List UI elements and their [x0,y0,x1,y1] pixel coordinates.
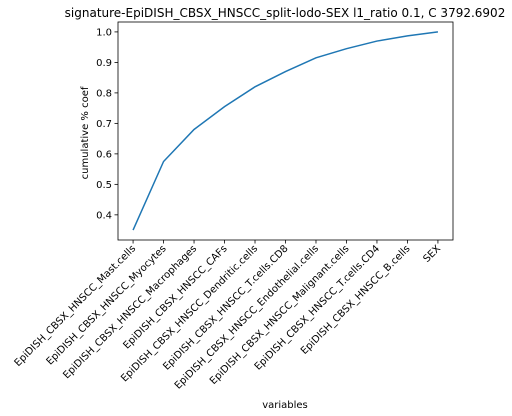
y-tick-label: 0.5 [96,180,112,191]
x-tick-label: SEX [421,243,443,265]
y-tick-label: 1.0 [96,27,112,38]
y-tick-label: 0.7 [96,119,112,130]
x-tick-label: EpiDISH_CBSX_HNSCC_Mast.cells [13,243,139,369]
y-tick-label: 0.6 [96,149,112,160]
y-tick-label: 0.9 [96,58,112,69]
series-line [132,31,439,231]
y-tick-label: 0.8 [96,88,112,99]
ticks-layer: 0.4 0.5 0.6 0.7 0.8 0.9 1.0 EpiDISH_CBSX_HNSCC_… [13,27,444,391]
x-tick-label: EpiDISH_CBSX_HNSCC_B.cells [299,243,413,357]
chart-title: signature-EpiDISH_CBSX_HNSCC_split-lodo-… [65,6,506,20]
series-layer [132,31,439,231]
y-axis-label: cumulative % coef [80,86,91,179]
x-axis-label: variables [262,400,308,411]
plot-frame [117,21,454,241]
y-tick-label: 0.4 [96,210,112,221]
